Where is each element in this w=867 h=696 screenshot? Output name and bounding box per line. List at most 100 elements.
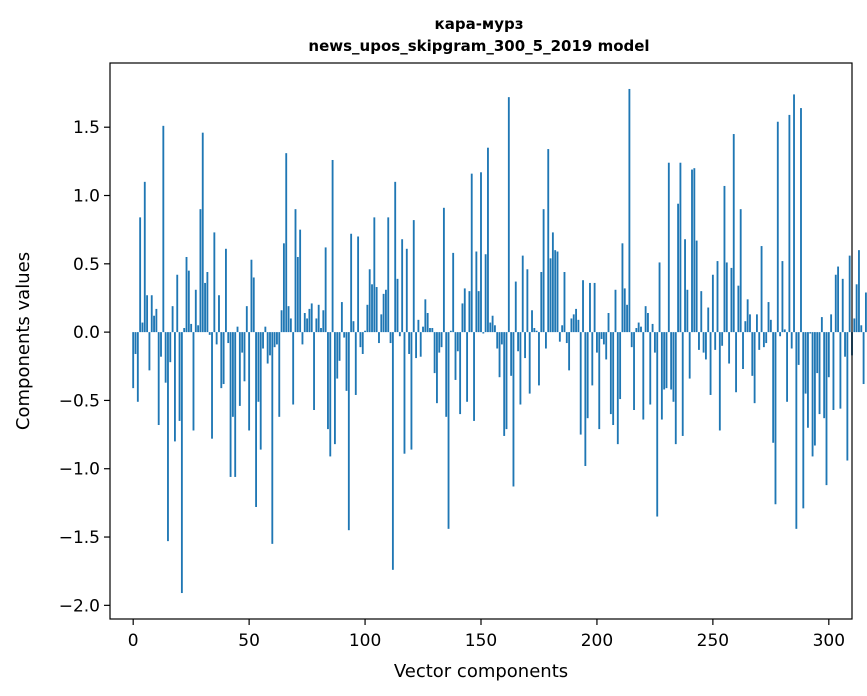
bar-33	[209, 332, 211, 335]
bar-249	[710, 332, 712, 395]
bar-73	[302, 332, 304, 344]
bar-140	[457, 332, 459, 351]
bar-125	[422, 327, 424, 332]
bar-147	[473, 332, 475, 421]
bar-253	[719, 332, 721, 430]
bar-290	[805, 332, 807, 393]
bar-23	[186, 257, 188, 332]
bar-183	[557, 252, 559, 333]
bar-228	[661, 332, 663, 419]
bar-7	[148, 332, 150, 370]
bar-294	[814, 332, 816, 445]
bar-82	[322, 310, 324, 332]
bar-288	[800, 108, 802, 332]
bar-105	[376, 287, 378, 332]
bar-50	[248, 332, 250, 430]
bar-134	[443, 208, 445, 332]
bar-146	[471, 174, 473, 332]
bar-1	[135, 332, 137, 354]
bar-15	[167, 332, 169, 541]
bar-235	[677, 204, 679, 332]
chart-subtitle: news_upos_skipgram_300_5_2019 model	[308, 37, 649, 55]
bar-47	[241, 332, 243, 352]
y-axis: −2.0 −1.5 −1.0 −0.5 0.0 0.5 1.0 1.5	[59, 118, 110, 616]
bar-92	[346, 332, 348, 391]
bar-162	[508, 97, 510, 332]
bar-164	[513, 332, 515, 486]
bar-97	[357, 236, 359, 332]
bar-84	[327, 332, 329, 429]
bar-60	[271, 332, 273, 544]
bar-51	[251, 260, 253, 332]
bar-266	[749, 314, 751, 332]
bar-309	[849, 256, 851, 333]
bar-28	[197, 325, 199, 332]
bar-313	[858, 250, 860, 332]
bar-245	[700, 291, 702, 332]
bar-21	[181, 332, 183, 593]
bar-120	[411, 332, 413, 449]
bar-137	[450, 331, 452, 332]
bar-267	[751, 332, 753, 376]
y-tick-label: −2.0	[59, 596, 100, 616]
bar-74	[304, 313, 306, 332]
bar-201	[598, 332, 600, 429]
bar-251	[714, 332, 716, 350]
bar-38	[220, 332, 222, 388]
bar-79	[315, 318, 317, 332]
bar-143	[464, 288, 466, 332]
bar-198	[591, 332, 593, 385]
bar-270	[758, 332, 760, 350]
bar-202	[601, 332, 603, 339]
bar-62	[276, 332, 278, 344]
bar-259	[733, 134, 735, 332]
bar-169	[524, 332, 526, 358]
bar-192	[577, 320, 579, 332]
bar-107	[380, 314, 382, 332]
bar-156	[494, 325, 496, 332]
bar-116	[401, 239, 403, 332]
bar-104	[373, 217, 375, 332]
bar-112	[392, 332, 394, 570]
bar-35	[213, 232, 215, 332]
bar-128	[429, 328, 431, 332]
bar-110	[387, 217, 389, 332]
bar-142	[462, 303, 464, 332]
bar-233	[673, 332, 675, 402]
bar-26	[193, 332, 195, 430]
bar-96	[355, 332, 357, 395]
bar-101	[366, 305, 368, 332]
bar-188	[568, 332, 570, 370]
bar-46	[239, 332, 241, 406]
bar-90	[341, 302, 343, 332]
bar-109	[385, 290, 387, 332]
bar-54	[257, 332, 259, 402]
bar-100	[364, 331, 366, 332]
bar-24	[188, 271, 190, 332]
bar-166	[517, 332, 519, 351]
bar-99	[362, 332, 364, 354]
bar-297	[821, 317, 823, 332]
bar-80	[318, 305, 320, 332]
bar-36	[216, 332, 218, 344]
bar-114	[397, 279, 399, 332]
bar-76	[308, 309, 310, 332]
bar-305	[839, 332, 841, 409]
bar-16	[169, 332, 171, 362]
bar-150	[480, 172, 482, 332]
chart-title: кара-мурз	[435, 15, 524, 33]
bar-55	[260, 332, 262, 449]
bar-222	[647, 313, 649, 332]
bar-278	[777, 122, 779, 332]
bar-187	[566, 332, 568, 343]
y-axis-label: Components values	[13, 252, 34, 430]
x-tick-label: 100	[349, 631, 381, 651]
bar-157	[496, 332, 498, 348]
bar-65	[283, 243, 285, 332]
bar-25	[190, 324, 192, 332]
bar-152	[485, 254, 487, 332]
bar-264	[744, 321, 746, 332]
bar-45	[237, 327, 239, 332]
bar-9	[153, 316, 155, 332]
